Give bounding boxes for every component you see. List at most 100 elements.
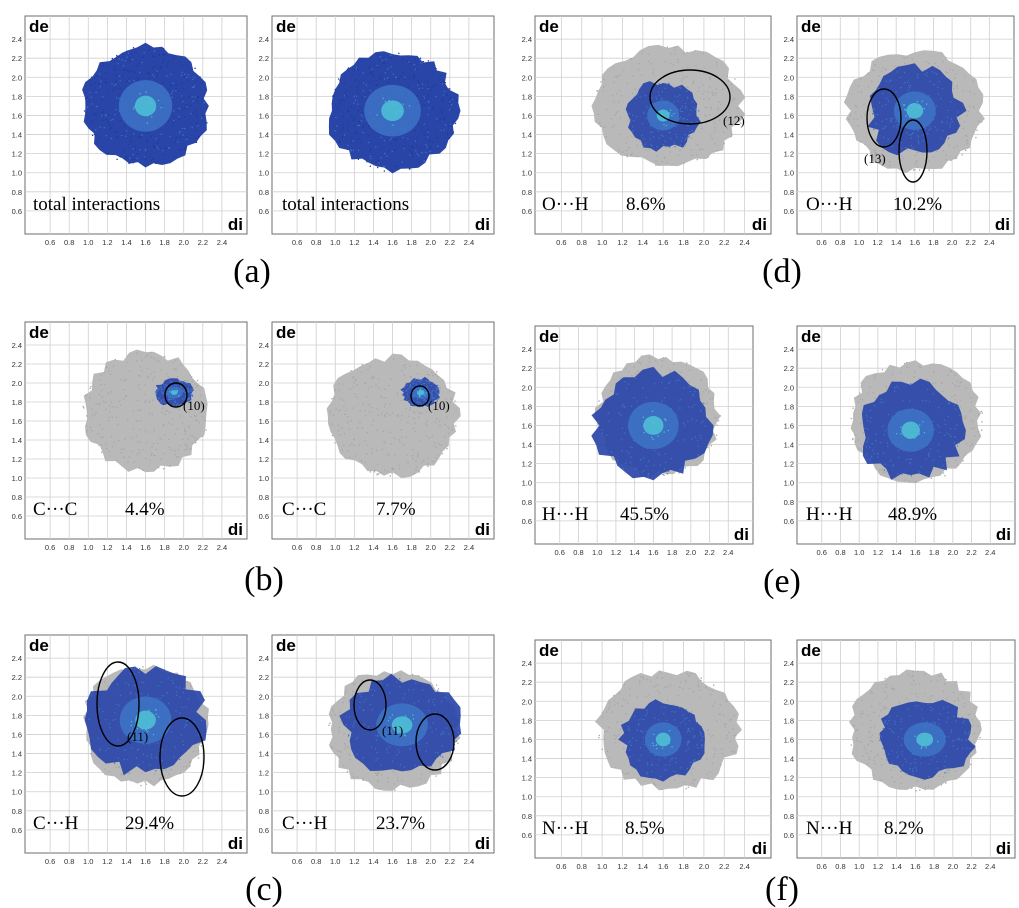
point (872, 108, 874, 111)
point (338, 711, 341, 713)
point (103, 372, 105, 374)
point (954, 398, 956, 401)
point (925, 400, 927, 402)
point (82, 405, 84, 408)
point (667, 470, 669, 473)
point (360, 113, 362, 116)
point (641, 52, 643, 55)
point (945, 154, 947, 156)
point (102, 111, 104, 114)
point (901, 119, 903, 121)
point (439, 78, 441, 80)
point (157, 148, 160, 150)
point (152, 144, 154, 147)
point (675, 757, 677, 759)
point (150, 701, 152, 703)
point (175, 407, 177, 409)
point (188, 96, 190, 98)
point (726, 734, 728, 737)
point (636, 729, 639, 731)
point (652, 745, 654, 747)
point (363, 81, 365, 83)
point (174, 384, 176, 386)
point (954, 436, 956, 438)
point (377, 125, 380, 127)
point (191, 86, 194, 89)
point (642, 731, 644, 733)
point (393, 675, 396, 677)
point (448, 88, 450, 90)
point (381, 710, 383, 712)
point (163, 148, 165, 150)
point (610, 451, 613, 453)
point (194, 437, 196, 439)
point (179, 772, 182, 774)
point (915, 154, 917, 156)
contact-type-label: O···H (806, 194, 853, 215)
point (437, 387, 440, 389)
point (383, 718, 386, 720)
point (393, 783, 396, 785)
point (629, 749, 631, 751)
point (686, 717, 688, 719)
point (723, 131, 725, 133)
point (618, 74, 621, 76)
point (407, 422, 409, 424)
point (402, 137, 404, 139)
point (404, 735, 406, 737)
point (945, 71, 947, 73)
point (138, 764, 140, 766)
point (389, 402, 391, 405)
point (919, 471, 921, 473)
point (441, 113, 444, 115)
point (918, 136, 920, 138)
point (922, 399, 924, 402)
point (712, 735, 714, 737)
y-tick-label: 1.6 (784, 111, 794, 120)
point (353, 381, 355, 384)
point (412, 458, 414, 460)
point (103, 127, 105, 129)
point (383, 440, 385, 443)
point (647, 115, 650, 117)
point (336, 125, 338, 127)
point (347, 67, 350, 69)
point (655, 744, 658, 746)
point (714, 130, 716, 132)
point (602, 90, 604, 92)
region-marker: (11) (127, 729, 148, 744)
fingerprint-chart-10: 0.60.60.80.81.01.01.21.21.41.41.61.61.81… (784, 325, 1016, 557)
point (170, 389, 172, 391)
point (685, 723, 687, 725)
point (145, 400, 147, 402)
point (116, 747, 118, 749)
point (162, 424, 164, 427)
point (156, 73, 158, 75)
point (687, 67, 689, 69)
point (677, 440, 679, 442)
y-tick-label: 1.6 (12, 730, 22, 739)
point (728, 731, 730, 734)
point (718, 119, 721, 121)
point (885, 68, 887, 70)
point (152, 379, 154, 381)
point (182, 438, 184, 441)
point (142, 85, 144, 87)
point (165, 769, 167, 772)
point (631, 152, 633, 155)
point (679, 149, 681, 152)
point (180, 734, 183, 736)
y-tick-label: 1.4 (522, 131, 532, 140)
point (643, 112, 645, 114)
point (114, 712, 116, 714)
point (137, 409, 139, 411)
point (388, 118, 390, 120)
point (631, 92, 633, 95)
x-tick-label: 1.4 (368, 238, 378, 247)
point (125, 156, 128, 158)
point (666, 46, 669, 48)
x-tick-label: 0.6 (556, 238, 566, 247)
point (347, 109, 350, 111)
point (181, 95, 183, 97)
point (119, 94, 121, 96)
